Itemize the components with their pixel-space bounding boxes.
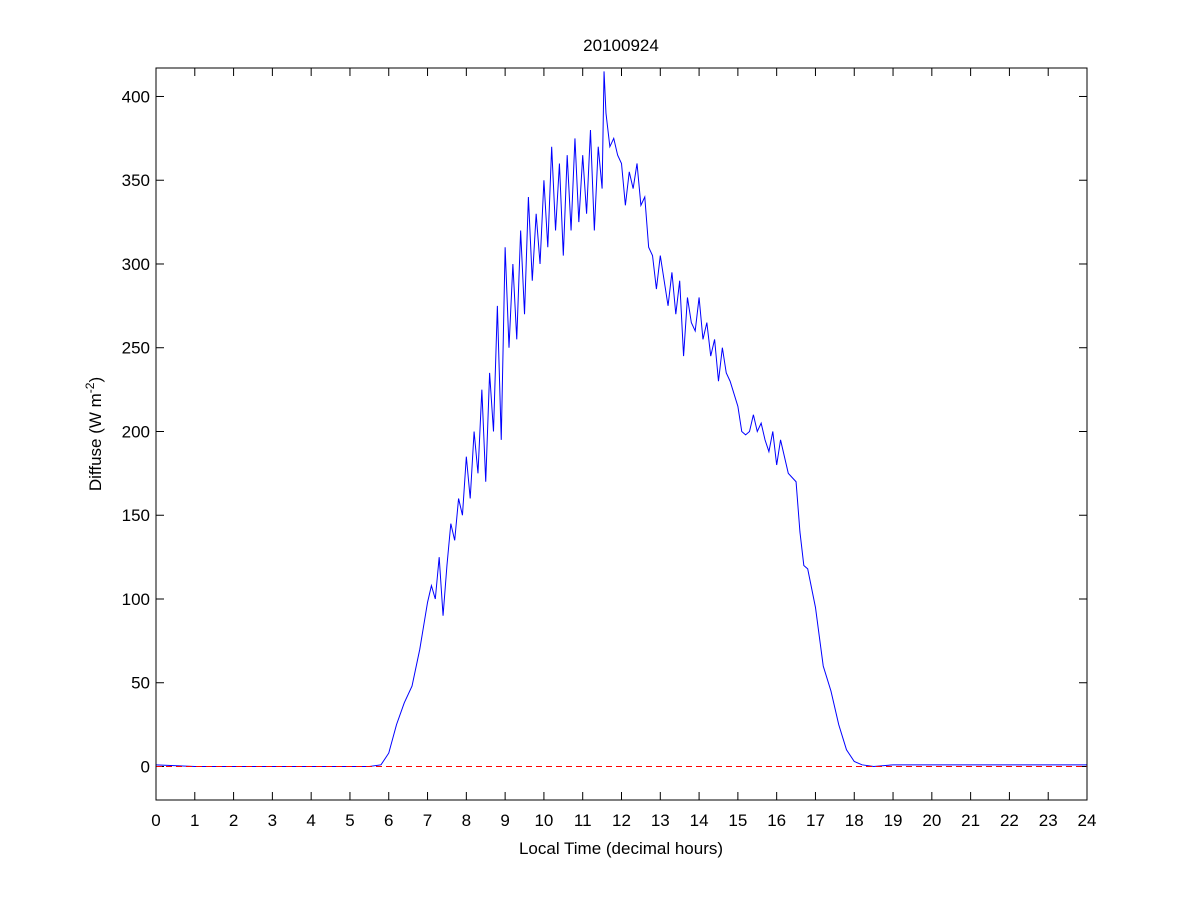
x-tick-label: 8	[462, 811, 471, 830]
x-tick-label: 14	[690, 811, 709, 830]
x-tick-label: 20	[922, 811, 941, 830]
x-tick-label: 19	[884, 811, 903, 830]
plot-area	[156, 68, 1087, 800]
x-axis-label: Local Time (decimal hours)	[519, 839, 723, 858]
x-tick-label: 5	[345, 811, 354, 830]
y-tick-label: 350	[122, 171, 150, 190]
y-tick-label: 250	[122, 339, 150, 358]
x-tick-label: 2	[229, 811, 238, 830]
chart-title: 20100924	[583, 36, 659, 55]
x-tick-label: 22	[1000, 811, 1019, 830]
y-tick-label: 100	[122, 590, 150, 609]
y-tick-label: 300	[122, 255, 150, 274]
x-tick-label: 6	[384, 811, 393, 830]
x-tick-label: 9	[500, 811, 509, 830]
x-tick-label: 13	[651, 811, 670, 830]
x-tick-label: 3	[268, 811, 277, 830]
y-tick-label: 400	[122, 87, 150, 106]
y-axis-label: Diffuse (W m-2)	[83, 377, 105, 491]
x-tick-label: 21	[961, 811, 980, 830]
y-label-text: Diffuse (W m	[86, 393, 105, 491]
y-label-suffix: )	[86, 377, 105, 383]
x-tick-label: 15	[728, 811, 747, 830]
x-tick-label: 10	[534, 811, 553, 830]
x-tick-label: 12	[612, 811, 631, 830]
y-tick-label: 150	[122, 506, 150, 525]
x-tick-label: 11	[574, 811, 592, 830]
x-tick-label: 16	[767, 811, 786, 830]
x-tick-label: 4	[306, 811, 315, 830]
y-label-sup: -2	[83, 382, 97, 393]
data-line	[155, 71, 1087, 768]
x-tick-label: 23	[1039, 811, 1058, 830]
axes-box	[155, 67, 1088, 801]
y-tick-label: 50	[131, 674, 150, 693]
y-tick-label: 200	[122, 422, 150, 441]
x-tick-label: 7	[423, 811, 432, 830]
x-tick-label: 18	[845, 811, 864, 830]
x-tick-label: 24	[1078, 811, 1097, 830]
x-tick-label: 0	[151, 811, 160, 830]
x-tick-label: 1	[190, 811, 199, 830]
y-tick-label: 0	[141, 757, 150, 776]
x-tick-label: 17	[806, 811, 825, 830]
